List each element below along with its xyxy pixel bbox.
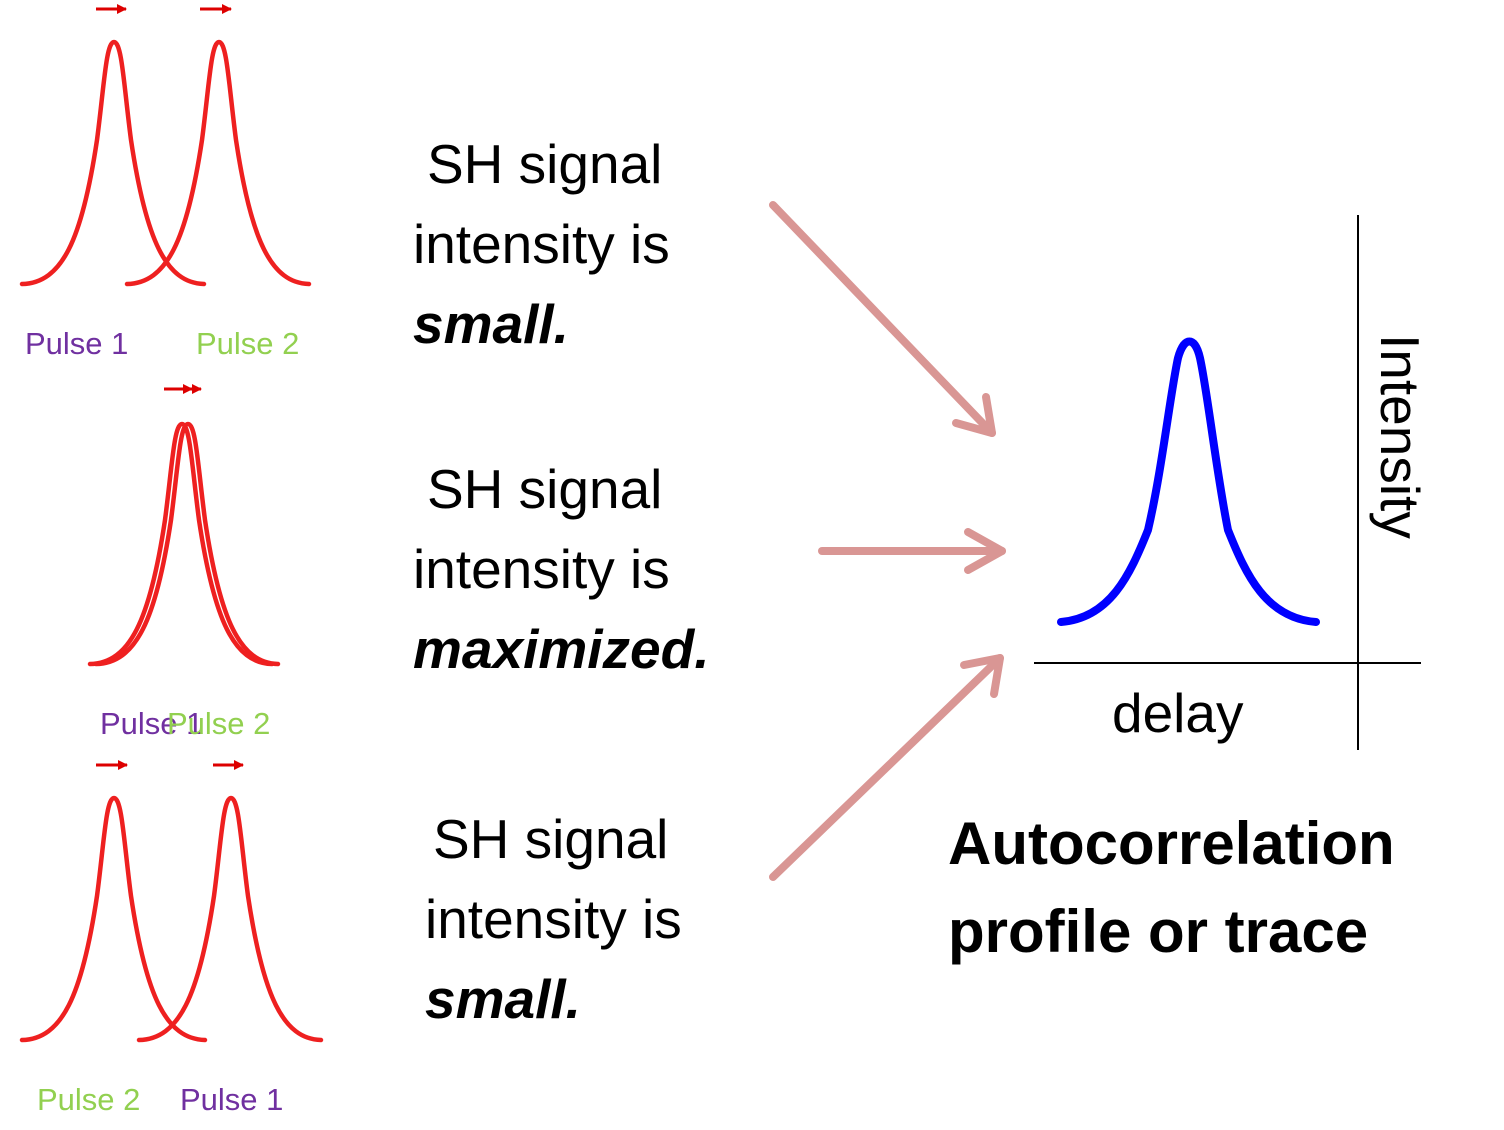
row1-statement: SH signal intensity is small.: [413, 124, 670, 364]
pulse-curve: [136, 795, 324, 1043]
statement-line-1: SH signal: [427, 458, 663, 520]
row1-label-left: Pulse 1: [25, 326, 129, 361]
statement-emphasis: maximized.: [413, 618, 710, 680]
pulse-curve: [93, 421, 281, 667]
statement-line-2: intensity is: [413, 538, 670, 600]
row3-pulse-pair: [19, 795, 324, 1043]
row2-label-left: Pulse 1: [100, 706, 204, 741]
row1-pulse-pair: [19, 39, 312, 287]
row2-label-right: Pulse 2: [167, 706, 271, 741]
autocorrelation-curve: [1057, 337, 1320, 626]
pulse-curve: [124, 39, 312, 287]
row3-statement: SH signal intensity is small.: [425, 799, 682, 1039]
x-axis-label: delay: [1112, 682, 1244, 744]
title-line-2: profile or trace: [948, 898, 1369, 965]
flow-arrows: [769, 201, 1006, 881]
trace-title: Autocorrelation profile or trace: [948, 800, 1395, 976]
flow-arrow-middle: [818, 528, 1006, 574]
row3-label-left: Pulse 2: [37, 1082, 141, 1117]
flow-arrow-top: [769, 201, 996, 437]
flow-arrow-bottom: [769, 654, 1004, 881]
y-axis-label: Intensity: [1369, 334, 1431, 539]
statement-line-2: intensity is: [413, 213, 670, 275]
pulse-curve: [19, 39, 207, 287]
row1-label-right: Pulse 2: [196, 326, 300, 361]
pulse-curve: [19, 795, 208, 1043]
statement-line-1: SH signal: [427, 133, 663, 195]
row2-statement: SH signal intensity is maximized.: [413, 449, 710, 689]
statement-line-1: SH signal: [433, 808, 669, 870]
title-line-1: Autocorrelation: [948, 810, 1395, 877]
statement-emphasis: small.: [413, 293, 569, 355]
trace-axes: [1034, 215, 1421, 750]
statement-line-2: intensity is: [425, 888, 682, 950]
pulse-curve: [87, 421, 275, 667]
row2-pulse-pair: [87, 421, 281, 667]
row3-label-right: Pulse 1: [180, 1082, 284, 1117]
statement-emphasis: small.: [425, 968, 581, 1030]
